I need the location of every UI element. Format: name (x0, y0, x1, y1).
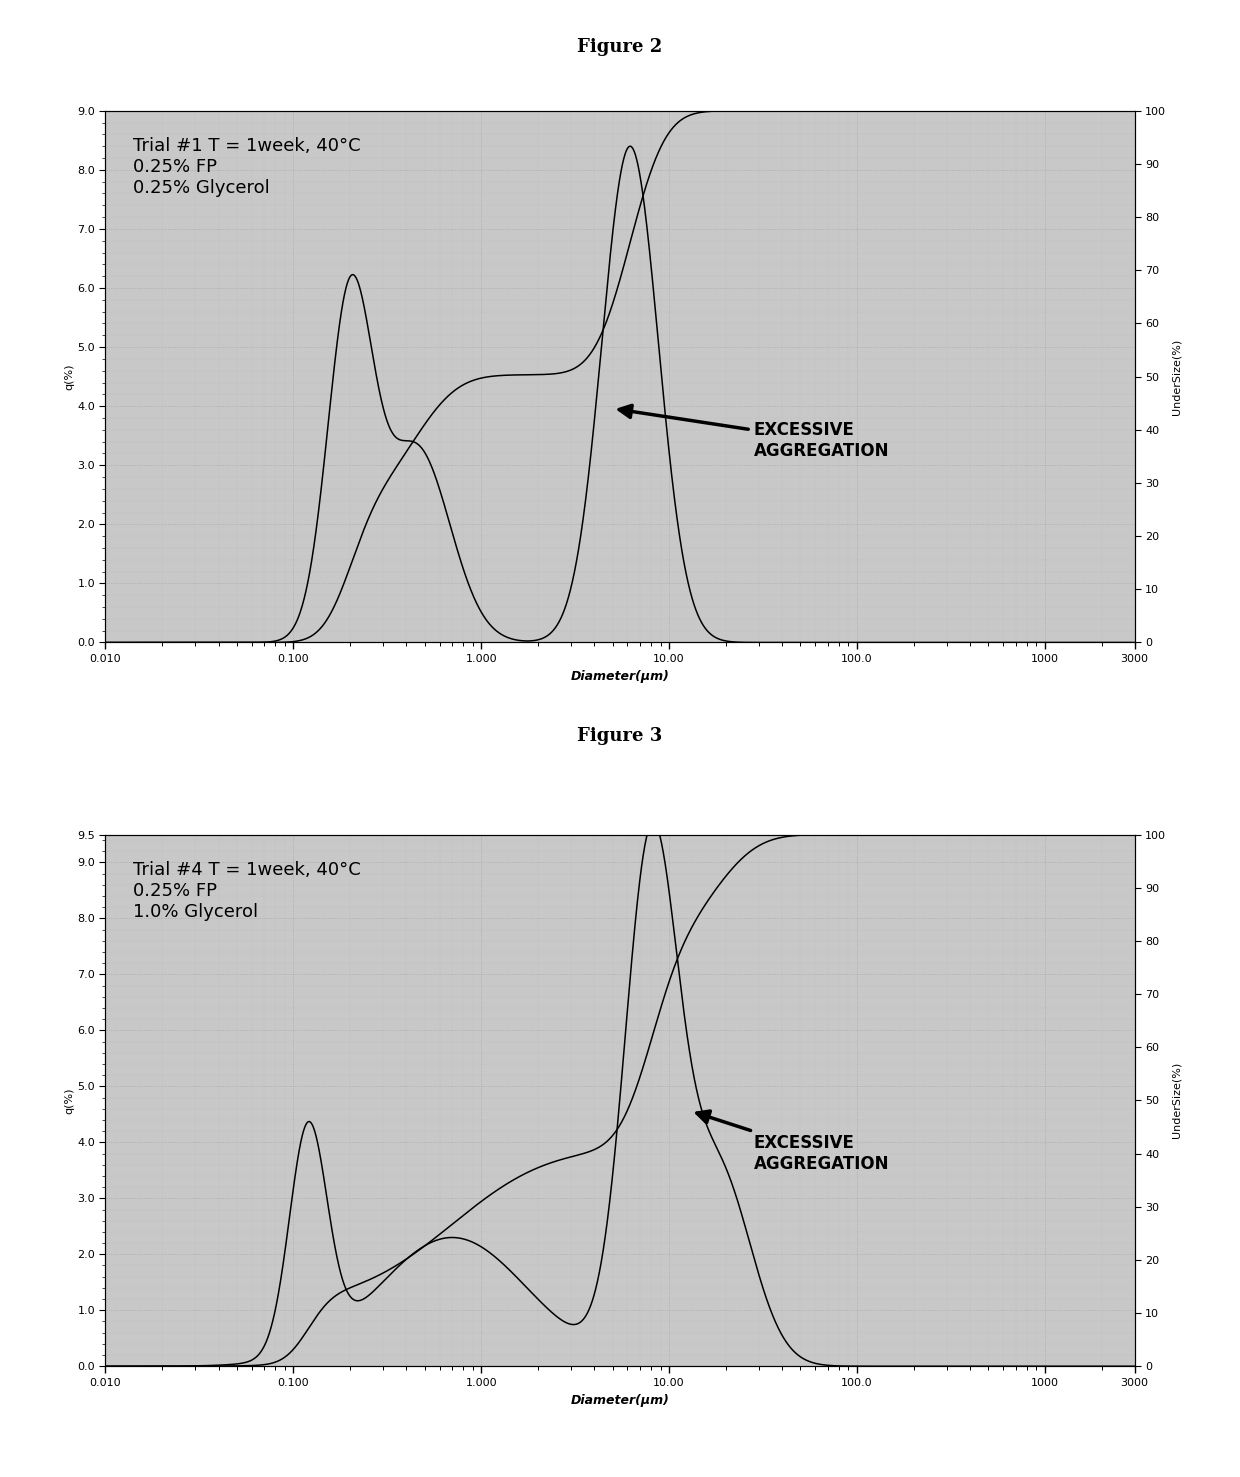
X-axis label: Diameter(μm): Diameter(μm) (570, 671, 670, 682)
Text: Trial #1 T = 1week, 40°C
0.25% FP
0.25% Glycerol: Trial #1 T = 1week, 40°C 0.25% FP 0.25% … (133, 137, 361, 196)
Text: EXCESSIVE
AGGREGATION: EXCESSIVE AGGREGATION (697, 1111, 889, 1173)
X-axis label: Diameter(μm): Diameter(μm) (570, 1394, 670, 1406)
Y-axis label: q(%): q(%) (64, 1087, 74, 1114)
Text: Figure 2: Figure 2 (578, 38, 662, 56)
Text: Figure 3: Figure 3 (578, 727, 662, 744)
Text: Trial #4 T = 1week, 40°C
0.25% FP
1.0% Glycerol: Trial #4 T = 1week, 40°C 0.25% FP 1.0% G… (133, 861, 361, 920)
Y-axis label: q(%): q(%) (64, 363, 74, 390)
Y-axis label: UnderSize(%): UnderSize(%) (1172, 1062, 1182, 1139)
Y-axis label: UnderSize(%): UnderSize(%) (1172, 338, 1182, 415)
Text: EXCESSIVE
AGGREGATION: EXCESSIVE AGGREGATION (619, 405, 889, 459)
